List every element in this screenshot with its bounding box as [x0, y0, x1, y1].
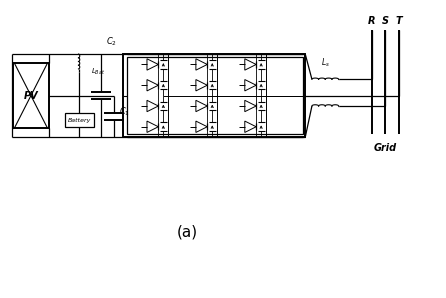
Text: R: R — [368, 16, 376, 26]
Text: Battery: Battery — [68, 118, 91, 122]
Bar — [13, 63, 49, 128]
Text: $L_{Bat}$: $L_{Bat}$ — [91, 67, 105, 77]
Text: PV: PV — [24, 91, 38, 101]
Text: $C_2$: $C_2$ — [106, 36, 116, 49]
Text: $L_s$: $L_s$ — [321, 56, 330, 69]
Text: Grid: Grid — [374, 143, 397, 153]
Text: (a): (a) — [177, 225, 198, 240]
Bar — [65, 114, 94, 127]
Bar — [123, 54, 305, 137]
Text: S: S — [382, 16, 389, 26]
Text: $C_1$: $C_1$ — [119, 106, 130, 118]
Text: T: T — [395, 16, 402, 26]
Bar — [128, 57, 303, 134]
